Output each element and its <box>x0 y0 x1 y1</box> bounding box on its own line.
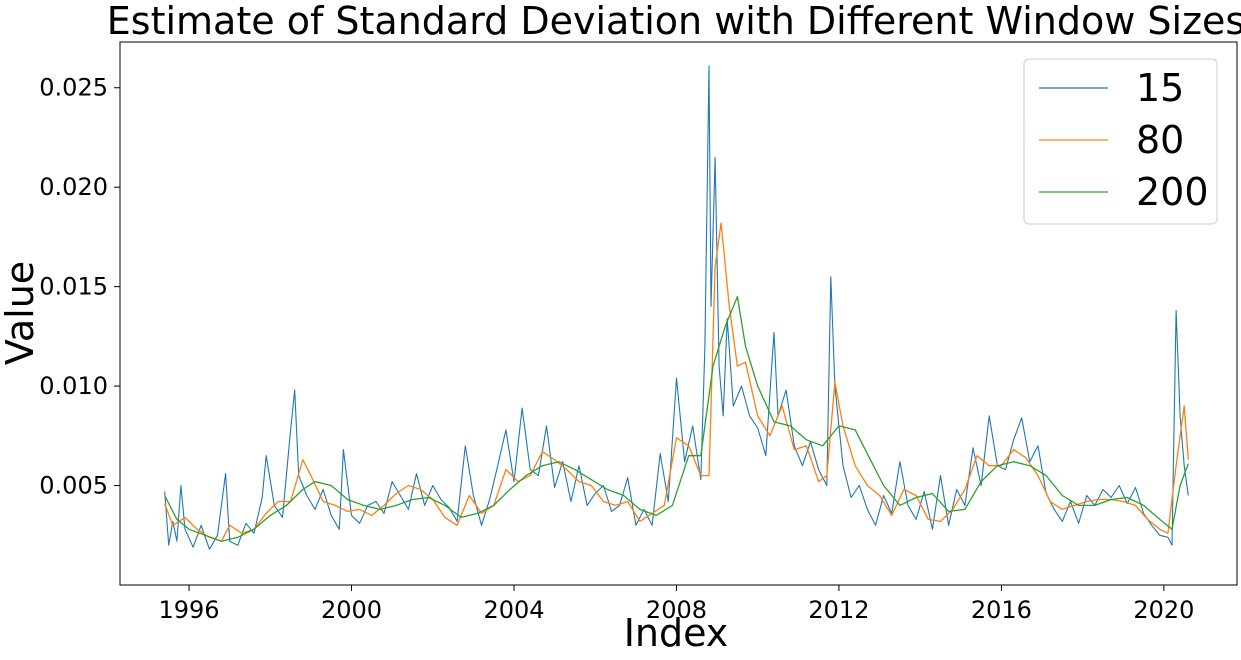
legend-label-200: 200 <box>1136 170 1209 214</box>
y-tick-label: 0.015 <box>39 273 108 301</box>
y-tick-label: 0.010 <box>39 372 108 400</box>
x-tick-label: 2012 <box>808 596 869 624</box>
legend-label-80: 80 <box>1136 118 1184 162</box>
y-tick-label: 0.005 <box>39 472 108 500</box>
series-line-15 <box>164 65 1189 550</box>
x-tick-label: 1996 <box>159 596 220 624</box>
x-axis-label: Index <box>624 611 729 655</box>
series-line-200 <box>164 295 1189 542</box>
legend: 15 80 200 <box>1023 58 1218 225</box>
y-tick-label: 0.020 <box>39 173 108 201</box>
y-axis: 0.005 0.010 0.015 0.020 0.025 <box>39 74 120 500</box>
y-tick-label: 0.025 <box>39 74 108 102</box>
legend-label-15: 15 <box>1136 66 1184 110</box>
x-tick-label: 2004 <box>483 596 544 624</box>
series-line-80 <box>164 222 1189 542</box>
x-tick-label: 2008 <box>646 596 707 624</box>
plot-border <box>119 41 1238 586</box>
x-tick-label: 2016 <box>971 596 1032 624</box>
y-axis-label: Value <box>0 261 42 365</box>
x-axis: 1996 2000 2004 2008 2012 2016 2020 <box>159 585 1194 624</box>
series-group <box>164 65 1189 550</box>
x-tick-label: 2000 <box>321 596 382 624</box>
legend-frame <box>1023 58 1218 225</box>
chart-title: Estimate of Standard Deviation with Diff… <box>107 0 1241 43</box>
x-tick-label: 2020 <box>1133 596 1194 624</box>
